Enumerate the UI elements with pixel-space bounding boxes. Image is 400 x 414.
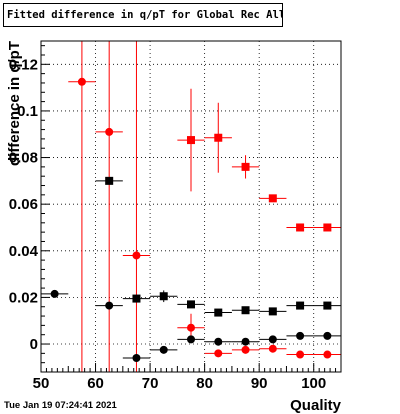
circle-marker — [77, 77, 86, 86]
x-axis-title: Quality — [290, 397, 342, 414]
series-1 — [68, 41, 341, 372]
y-tick-label: 0.1 — [17, 103, 38, 120]
circle-marker — [323, 331, 332, 340]
chart-title: Fitted difference in q/pT for Global Rec… — [3, 3, 283, 27]
circle-marker — [268, 344, 277, 353]
square-marker — [241, 306, 250, 315]
square-marker — [241, 162, 250, 171]
square-marker — [296, 223, 305, 232]
circle-marker — [50, 289, 59, 298]
square-marker — [214, 308, 223, 317]
square-marker — [132, 294, 141, 303]
circle-marker — [187, 335, 195, 344]
square-marker — [296, 301, 305, 310]
x-tick-label: 80 — [196, 375, 213, 392]
square-marker — [268, 307, 277, 316]
square-marker — [268, 194, 277, 203]
tick-labels: 50 60 70 80 90 100 0 0.02 0.04 0.06 0.08 0.1 0.12 — [9, 56, 326, 392]
square-marker — [159, 292, 168, 301]
circle-marker — [296, 331, 305, 340]
square-marker — [323, 301, 332, 310]
circle-marker — [268, 335, 277, 344]
y-tick-label: 0 — [30, 336, 38, 353]
circle-marker — [132, 251, 141, 260]
square-marker — [214, 133, 223, 142]
circle-marker — [241, 337, 250, 346]
x-tick-label: 70 — [142, 375, 159, 392]
y-tick-label: 0.02 — [9, 289, 38, 306]
circle-marker — [214, 337, 223, 346]
circle-marker — [159, 345, 168, 354]
y-tick-label: 0.06 — [9, 196, 38, 213]
y-axis-title: difference in q/pT — [6, 41, 23, 166]
circle-marker — [132, 354, 141, 363]
square-marker — [187, 136, 195, 145]
circle-marker — [241, 345, 250, 354]
circle-marker — [323, 350, 332, 359]
x-tick-label: 90 — [251, 375, 268, 392]
x-tick-label: 50 — [33, 375, 50, 392]
x-tick-label: 100 — [301, 375, 326, 392]
y-tick-label: 0.08 — [9, 150, 38, 167]
series-2 — [95, 176, 341, 317]
timestamp: Tue Jan 19 07:24:41 2021 — [4, 400, 117, 411]
circle-marker — [105, 127, 114, 136]
data-marks — [41, 41, 341, 372]
circle-marker — [296, 350, 305, 359]
y-tick-label: 0.04 — [9, 243, 39, 260]
y-tick-label: 0.12 — [9, 56, 38, 73]
series-3 — [41, 289, 341, 363]
square-marker — [187, 300, 195, 309]
series-0 — [177, 88, 341, 232]
square-marker — [105, 176, 114, 185]
x-tick-label: 60 — [87, 375, 104, 392]
circle-marker — [105, 301, 114, 310]
circle-marker — [187, 323, 195, 332]
circle-marker — [214, 349, 223, 358]
square-marker — [323, 223, 332, 232]
axis-ticks — [40, 45, 342, 373]
plot-frame — [40, 40, 342, 373]
